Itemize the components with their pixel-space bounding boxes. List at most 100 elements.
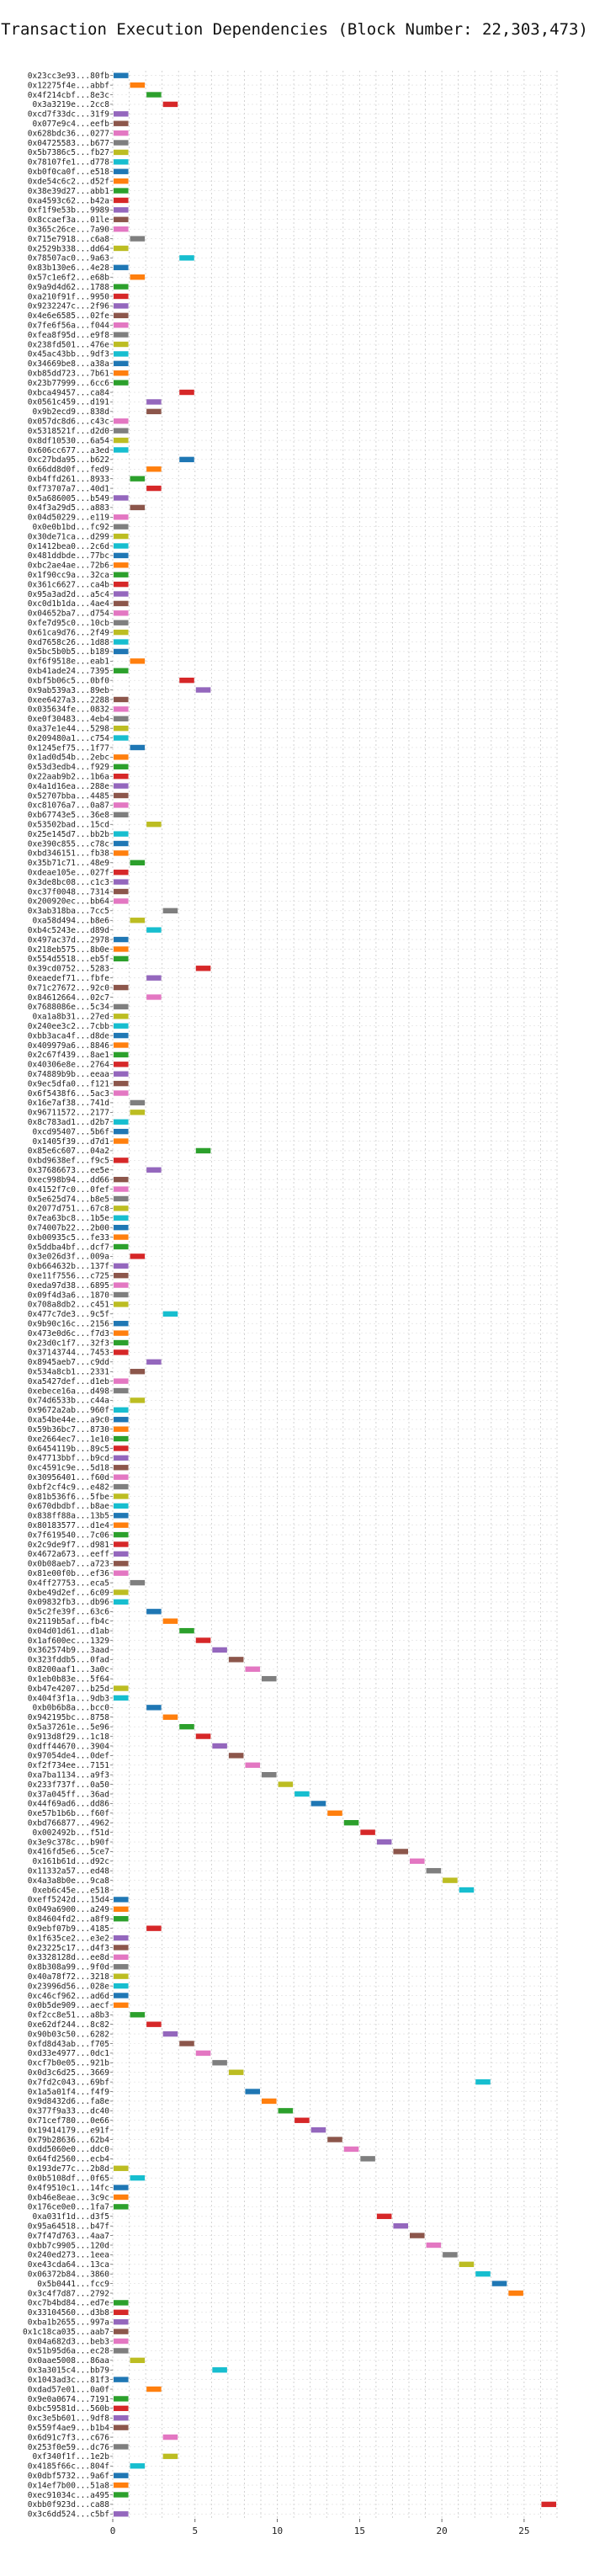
dependency-bar xyxy=(114,1435,129,1442)
dependency-bar xyxy=(426,1868,442,1874)
grid-lines xyxy=(112,71,558,2519)
dependency-bar xyxy=(114,802,129,808)
transaction-label: 0x71c27672...92c0 xyxy=(28,983,110,993)
dependency-bar xyxy=(114,1003,129,1010)
transaction-label: 0x1043ad3c...81f3 xyxy=(28,2376,109,2385)
dependency-bar xyxy=(130,82,146,88)
dependency-bar xyxy=(130,1110,146,1115)
dependency-bar xyxy=(245,1666,260,1672)
transaction-label: 0xe11f7556...c725 xyxy=(28,1271,109,1280)
dependency-bar xyxy=(114,1186,129,1192)
dependency-bar xyxy=(114,2319,129,2325)
transaction-label: 0x57c1e6f2...e68b xyxy=(28,273,110,282)
dependency-bar xyxy=(114,1023,129,1029)
dependency-bar xyxy=(146,1705,162,1711)
dependency-bar xyxy=(114,1407,129,1413)
dependency-bar xyxy=(162,2030,178,2037)
transaction-label: 0x715e7918...c6a8 xyxy=(28,235,110,244)
transaction-label: 0xdad57e01...0a0f xyxy=(28,2385,109,2394)
transaction-label: 0x913d8f29...1c18 xyxy=(28,1732,110,1742)
dependency-bar xyxy=(245,2089,260,2094)
dependency-bar xyxy=(114,2329,129,2334)
transaction-label: 0xfe7d95c0...10cb xyxy=(28,619,110,628)
dependency-bar xyxy=(130,236,146,242)
transaction-label: 0x78107fe1...d778 xyxy=(28,158,110,168)
transaction-label: 0xbb7c9905...120d xyxy=(28,2241,109,2250)
dependency-bar xyxy=(162,2434,178,2440)
dependency-bar xyxy=(114,831,129,837)
transaction-label: 0x53502bad...15cd xyxy=(28,821,109,830)
dependency-bar xyxy=(262,1675,277,1682)
dependency-bar xyxy=(114,1215,129,1221)
dependency-bar xyxy=(114,1570,129,1576)
dependency-bar xyxy=(114,1483,129,1490)
dependency-bar xyxy=(114,840,129,847)
transaction-label: 0x33104560...d3b8 xyxy=(28,2308,110,2318)
dependency-bar xyxy=(114,2348,129,2354)
dependency-bar xyxy=(195,687,211,693)
transaction-label: 0x19414179...e91f xyxy=(28,2126,109,2135)
transaction-label: 0x2c67f439...8ae1 xyxy=(28,1051,110,1060)
dependency-bar xyxy=(146,2386,162,2392)
transaction-label: 0x1eb0b83e...5f64 xyxy=(28,1674,110,1684)
dependency-bar xyxy=(146,92,162,98)
transaction-label: 0x80183577...d1e4 xyxy=(28,1521,110,1530)
transaction-label: 0xb67743e5...36e8 xyxy=(28,811,110,820)
transaction-label: 0x1ad0d54b...2ebc xyxy=(28,753,109,763)
transaction-label: 0x2077d751...67c8 xyxy=(28,1205,110,1214)
dependency-bar xyxy=(114,159,129,165)
transaction-label: 0x9ab539a3...89eb xyxy=(28,686,110,695)
dependency-bar xyxy=(130,658,146,664)
transaction-label: 0x71cef780...0e66 xyxy=(28,2116,110,2126)
transaction-label: 0x04d50229...e119 xyxy=(28,514,110,523)
dependency-bar xyxy=(114,514,129,520)
transaction-label: 0x96711572...2177 xyxy=(28,1109,109,1118)
dependency-bar xyxy=(114,1032,129,1039)
x-tick-label: 15 xyxy=(354,2525,365,2536)
dependency-bar xyxy=(162,2453,178,2460)
dependency-bar xyxy=(508,2290,523,2297)
transaction-label: 0xc81076a7...0a87 xyxy=(28,801,109,811)
dependency-bar xyxy=(114,888,129,895)
transaction-label: 0xbb0f923d...ca88 xyxy=(28,2500,110,2509)
dependency-bar xyxy=(114,1541,129,1547)
transaction-label: 0x3a3219e...2cc8 xyxy=(32,100,109,109)
transaction-label: 0x2c9de9f7...d981 xyxy=(28,1541,110,1550)
dependency-bar xyxy=(195,1637,211,1643)
dependency-bar xyxy=(228,2069,244,2075)
dependency-bar xyxy=(114,1417,129,1423)
dependency-bar xyxy=(114,1561,129,1567)
transaction-label: 0x077e9c4...eefb xyxy=(32,120,109,129)
transaction-label: 0x1a5a01f4...f4f9 xyxy=(28,2088,110,2097)
transaction-label: 0x3de8bc08...c1c3 xyxy=(28,878,109,887)
transaction-label: 0xec91034c...a495 xyxy=(28,2491,109,2500)
dependency-bar xyxy=(114,1685,129,1691)
dependency-bar xyxy=(114,620,129,625)
dependency-bar xyxy=(130,2174,146,2181)
dependency-bar xyxy=(114,437,129,444)
transaction-label: 0x9b2ecd9...838d xyxy=(32,407,109,417)
dependency-bar xyxy=(114,207,129,213)
transaction-label: 0x9a9d4d62...1788 xyxy=(28,283,110,292)
dependency-bar xyxy=(114,1176,129,1183)
dependency-bar xyxy=(114,264,129,270)
dependency-bar xyxy=(114,1513,129,1519)
dependency-bar xyxy=(114,284,129,290)
dependency-bar xyxy=(146,399,162,405)
dependency-bar xyxy=(114,2300,129,2306)
dependency-bar xyxy=(114,1014,129,1019)
x-tick-label: 20 xyxy=(436,2525,447,2536)
transaction-label: 0x37686673...ee5e xyxy=(28,1166,110,1175)
transaction-label: 0xfd8d43ab...f705 xyxy=(28,2040,109,2049)
transaction-label: 0x559f4ae9...b1b4 xyxy=(28,2424,110,2433)
dependency-bar xyxy=(146,994,162,1000)
transaction-label: 0xdeae105e...027f xyxy=(28,869,109,878)
dependency-bar xyxy=(146,822,162,828)
transaction-label: 0x7fe6f56a...f044 xyxy=(28,322,110,331)
dependency-bar xyxy=(459,2261,475,2267)
dependency-bar xyxy=(114,1465,129,1471)
dependency-bar xyxy=(262,1772,277,1778)
transaction-label: 0x74889b9b...eeaa xyxy=(28,1070,109,1079)
dependency-bar xyxy=(114,245,129,252)
dependency-bar xyxy=(114,332,129,338)
